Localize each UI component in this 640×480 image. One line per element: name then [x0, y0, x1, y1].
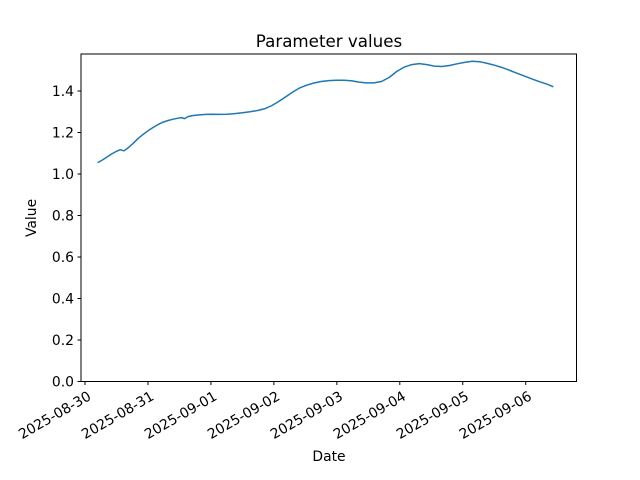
- y-tick-label: 0.4: [52, 291, 74, 307]
- y-tick-label: 0.6: [52, 250, 74, 266]
- y-tick-label: 1.2: [52, 125, 74, 141]
- y-tick-label: 1.4: [52, 84, 74, 100]
- chart-title: Parameter values: [255, 31, 403, 51]
- y-tick-label: 1.0: [52, 167, 74, 183]
- data-line: [97, 60, 554, 164]
- x-axis-label: Date: [312, 449, 346, 465]
- y-tick-label: 0.0: [52, 374, 74, 390]
- y-tick-label: 0.2: [52, 333, 74, 349]
- plot-border: [80, 53, 577, 382]
- y-tick-label: 0.8: [52, 208, 74, 224]
- x-tick-label: 2025-09-06: [457, 389, 535, 443]
